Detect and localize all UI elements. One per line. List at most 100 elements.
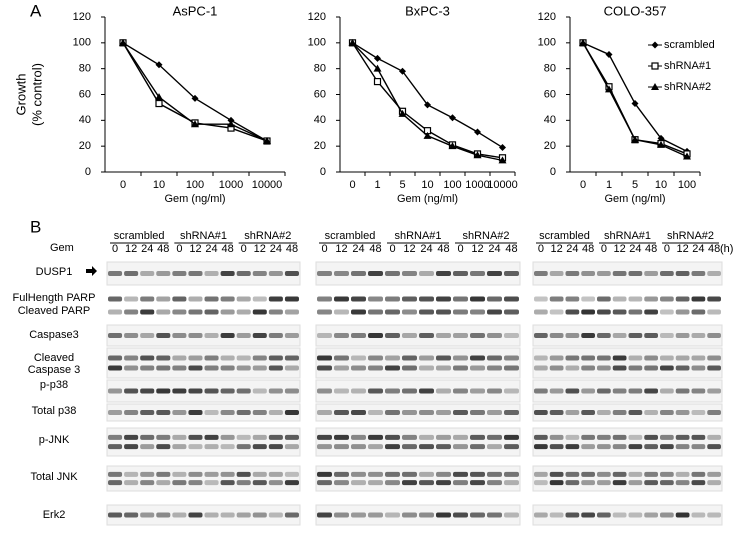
group-label: scrambled — [325, 230, 376, 242]
blot-band — [385, 444, 400, 450]
blot-band — [691, 271, 706, 276]
blot-band — [108, 434, 123, 440]
blot-strip — [532, 261, 723, 286]
blot-band — [534, 388, 548, 394]
blot-band — [660, 471, 674, 477]
timepoint-label: 0 — [241, 243, 247, 255]
blot-band — [628, 471, 643, 477]
blot-band — [487, 410, 502, 415]
blot-band — [351, 410, 366, 415]
y-tick-label: 40 — [79, 114, 91, 126]
blot-band — [628, 480, 643, 486]
marker — [474, 128, 481, 136]
blot-band — [436, 309, 451, 315]
y-tick-label: 0 — [320, 166, 326, 178]
timepoint-label: 24 — [420, 243, 432, 255]
blot-band — [351, 434, 366, 440]
blot-band — [172, 512, 187, 518]
blot-band — [317, 410, 332, 415]
blot-band — [220, 333, 235, 338]
blot-band — [204, 444, 219, 450]
blot-band — [660, 271, 674, 276]
blot-band — [453, 480, 468, 486]
blot-band — [565, 309, 580, 315]
blot-band — [534, 434, 548, 440]
blot-band — [549, 271, 564, 276]
blot-band — [644, 512, 658, 518]
group-label: scrambled — [539, 230, 590, 242]
y-tick-label: 40 — [314, 114, 326, 126]
blot-band — [487, 333, 502, 338]
blot-band — [660, 388, 674, 394]
x-tick-label: 1 — [374, 179, 380, 191]
timepoint-label: 0 — [112, 243, 118, 255]
blot-band — [284, 444, 299, 450]
blot-band — [252, 296, 267, 302]
blot-band — [628, 444, 643, 450]
blot-band — [252, 309, 267, 315]
blot-band — [156, 388, 171, 394]
y-tick-label: 80 — [314, 63, 326, 75]
blot-band — [172, 410, 187, 415]
marker — [374, 54, 381, 62]
timepoint-label: 48 — [645, 243, 657, 255]
blot-band — [612, 512, 627, 518]
marker — [631, 135, 639, 143]
blot-band — [504, 309, 519, 315]
y-tick-label: 20 — [544, 140, 556, 152]
blot-strip — [532, 347, 723, 379]
blot-band — [268, 434, 283, 440]
x-tick-label: 100 — [443, 179, 461, 191]
blot-strip — [315, 261, 521, 286]
marker — [499, 143, 506, 151]
blot-band — [675, 444, 690, 450]
blot-band — [204, 480, 219, 486]
blot-band — [140, 471, 155, 477]
blot-band — [436, 512, 451, 518]
blot-band — [549, 434, 564, 440]
blot-band — [534, 444, 548, 450]
blot-band — [612, 309, 627, 315]
blot-band — [470, 410, 485, 415]
blot-band — [402, 388, 417, 394]
blot-band — [534, 309, 548, 315]
blot-band — [675, 309, 690, 315]
blot-strip — [315, 465, 521, 492]
blot-band — [124, 309, 139, 315]
blot-band — [628, 333, 643, 338]
blot-band — [188, 444, 203, 450]
timepoint-label: 12 — [125, 243, 137, 255]
marker — [657, 140, 665, 148]
blot-band — [534, 471, 548, 477]
blot-band — [108, 480, 123, 486]
timepoint-label: 0 — [176, 243, 182, 255]
blot-band — [402, 471, 417, 477]
blot-band — [317, 333, 332, 338]
blot-band — [644, 309, 658, 315]
blot-band — [597, 296, 611, 302]
blot-band — [351, 480, 366, 486]
blot-band — [707, 480, 721, 486]
blot-band — [597, 333, 611, 338]
x-tick-label: 1000 — [465, 179, 489, 191]
y-tick-label: 60 — [79, 88, 91, 100]
blot-band — [470, 333, 485, 338]
blot-band — [124, 444, 139, 450]
blot-band — [124, 480, 139, 486]
blot-band — [140, 434, 155, 440]
blot-band — [565, 471, 580, 477]
blot-band — [675, 480, 690, 486]
blot-band — [236, 471, 251, 477]
y-tick-label: 60 — [544, 88, 556, 100]
legend-label: shRNA#2 — [664, 81, 711, 93]
blot-row-label: Caspase3 — [29, 329, 79, 341]
blot-band — [385, 309, 400, 315]
blot-band — [628, 434, 643, 440]
blot-band — [707, 388, 721, 394]
marker — [448, 142, 457, 150]
blot-band — [487, 388, 502, 394]
timepoint-label: 0 — [664, 243, 670, 255]
blot-band — [402, 271, 417, 276]
blot-band — [140, 512, 155, 518]
blot-band — [436, 296, 451, 302]
